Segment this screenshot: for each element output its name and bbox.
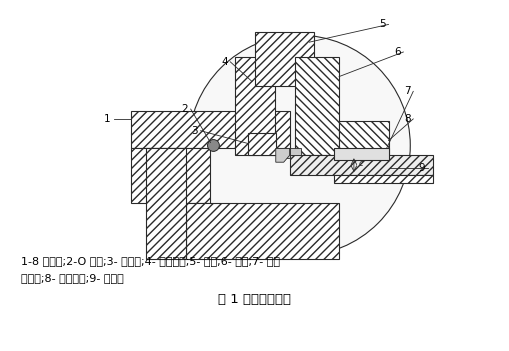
Polygon shape <box>186 203 339 259</box>
Text: 6: 6 <box>394 47 401 57</box>
Text: 5: 5 <box>379 19 386 29</box>
Bar <box>295 57 339 155</box>
Text: 4: 4 <box>221 57 228 67</box>
Bar <box>290 155 433 175</box>
Circle shape <box>208 140 219 151</box>
Text: 1: 1 <box>104 114 111 124</box>
Text: 图 1 辊箱密封结构: 图 1 辊箱密封结构 <box>217 293 291 306</box>
Bar <box>131 111 290 148</box>
Polygon shape <box>146 148 186 259</box>
Text: 7: 7 <box>404 86 411 97</box>
Bar <box>334 175 433 183</box>
Text: 3: 3 <box>191 126 198 136</box>
Text: 9: 9 <box>419 163 426 173</box>
Text: 密封圈;8- 内抛油环;9- 轧辊轴: 密封圈;8- 内抛油环;9- 轧辊轴 <box>20 273 123 283</box>
Text: c: c <box>359 159 363 168</box>
Bar <box>290 148 301 155</box>
Bar <box>334 148 388 160</box>
Bar <box>255 32 315 86</box>
Circle shape <box>189 35 410 256</box>
Polygon shape <box>276 148 290 162</box>
Text: 2: 2 <box>181 104 188 114</box>
Bar <box>276 148 290 158</box>
Bar <box>248 133 276 155</box>
Text: 8: 8 <box>404 114 411 124</box>
Bar <box>339 121 388 175</box>
Bar <box>235 57 275 155</box>
Text: 1-8 字面板;2-O 型圈;3- 密封板;4- 外抛油环;5- 辊环;6- 锥套;7- 双唇: 1-8 字面板;2-O 型圈;3- 密封板;4- 外抛油环;5- 辊环;6- 锥… <box>20 256 279 266</box>
Bar <box>131 148 211 203</box>
